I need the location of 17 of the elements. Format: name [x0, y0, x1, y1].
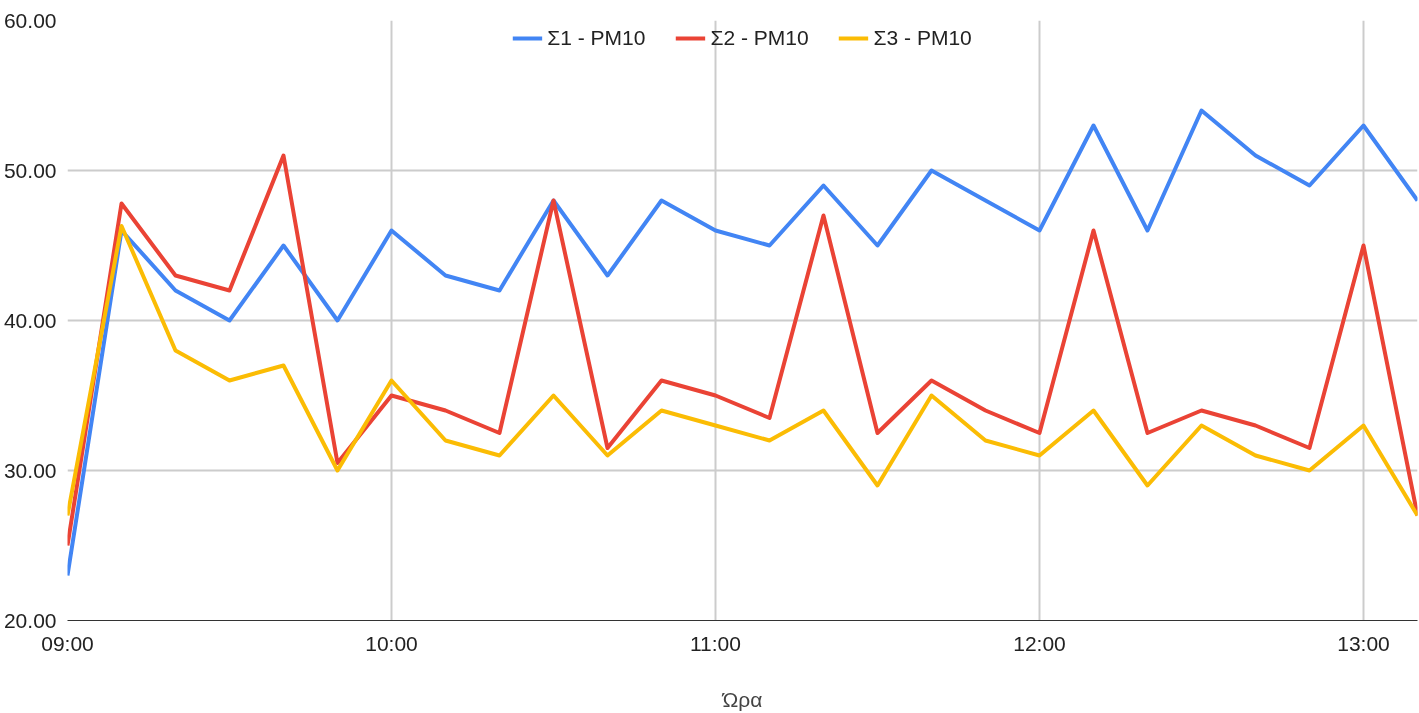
- y-tick-label: 50.00: [3, 158, 57, 182]
- line-series: [67, 224, 1418, 518]
- y-tick-label: 30.00: [3, 458, 57, 482]
- y-tick-label: 60.00: [3, 8, 57, 32]
- x-tick-label: 11:00: [690, 631, 741, 655]
- x-tick-label: 09:00: [41, 631, 94, 655]
- x-tick-label: 10:00: [365, 631, 418, 655]
- y-tick-label: 40.00: [3, 308, 57, 332]
- x-axis-title: Ώρα: [721, 687, 763, 711]
- legend-label: Σ3 - PM10: [873, 26, 972, 50]
- y-tick-label: 20.00: [3, 608, 57, 632]
- legend-label: Σ2 - PM10: [710, 26, 809, 50]
- line-series: [67, 153, 1418, 548]
- x-tick-label: 12:00: [1013, 631, 1066, 655]
- legend-label: Σ1 - PM10: [547, 26, 646, 50]
- x-tick-label: 13:00: [1337, 631, 1390, 655]
- line-series: [67, 108, 1418, 578]
